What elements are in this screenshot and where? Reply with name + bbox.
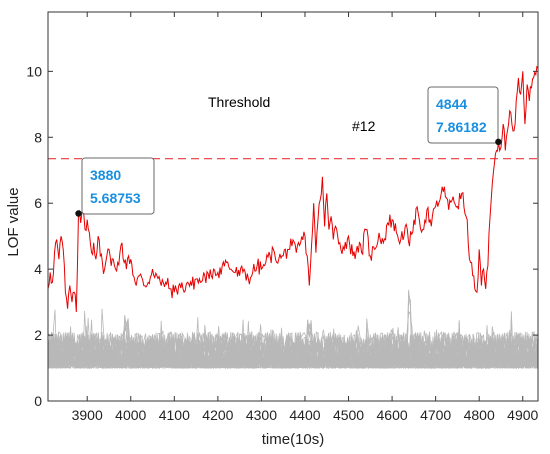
threshold-label: Threshold — [208, 94, 270, 110]
other-series-line — [47, 319, 538, 370]
y-tick-label: 2 — [34, 327, 42, 343]
x-tick-label: 4700 — [420, 407, 451, 423]
axes-group: 3900 4000 4100 4200 4300 4400 4500 4600 4700 4800… — [26, 11, 539, 423]
datatip-marker — [495, 138, 502, 146]
y-tick-label: 4 — [34, 261, 42, 277]
x-tick-label: 4200 — [202, 407, 233, 423]
x-axis-title: time(10s) — [262, 431, 325, 448]
y-tick-label: 6 — [34, 195, 42, 211]
x-tick-label: 4400 — [289, 407, 320, 423]
other-series-group — [47, 289, 538, 370]
other-series-line — [47, 311, 538, 369]
x-tick-label: 4300 — [246, 407, 277, 423]
plot-frame — [47, 11, 539, 402]
datatip-box — [81, 157, 155, 215]
datatip-x-value: 4844 — [436, 96, 467, 112]
x-tick-label: 4900 — [507, 407, 538, 423]
y-tick-label: 10 — [26, 63, 42, 79]
x-tick-label: 3900 — [72, 407, 103, 423]
datatip-y-value: 7.86182 — [436, 119, 487, 135]
y-axis-title: LOF value — [5, 187, 22, 256]
datatip-y-value: 5.68753 — [90, 190, 141, 206]
x-tick-label: 4800 — [464, 407, 495, 423]
x-tick-label: 4000 — [115, 407, 146, 423]
x-tick-label: 4600 — [377, 407, 408, 423]
datatip-box — [427, 86, 499, 144]
y-tick-label: 0 — [34, 393, 42, 409]
datatip-x-value: 3880 — [90, 167, 121, 183]
datatip-marker — [75, 210, 82, 217]
x-tick-label: 4500 — [333, 407, 364, 423]
y-tick-label: 8 — [34, 129, 42, 145]
target-series-line — [47, 65, 539, 313]
series-id-annotation: #12 — [352, 118, 376, 134]
x-tick-label: 4100 — [159, 407, 190, 423]
datatips-group: 3880 5.68753 4844 7.86182 — [75, 86, 502, 217]
target-series-group — [47, 65, 539, 313]
